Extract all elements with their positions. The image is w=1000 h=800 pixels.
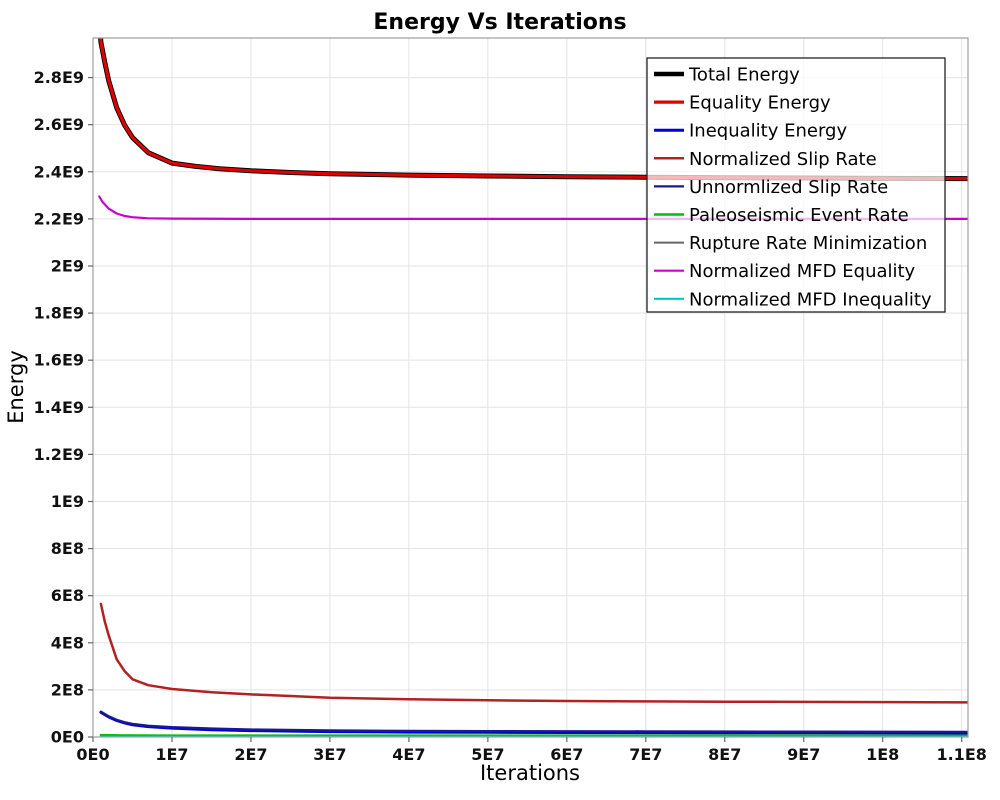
y-tick-label: 1.2E9 [34, 445, 84, 464]
plot-border [92, 37, 969, 738]
series-unnormlized-slip-rate [99, 710, 968, 733]
legend-label-rupture-rate-minimization: Rupture Rate Minimization [689, 233, 927, 254]
legend-label-equality-energy: Equality Energy [689, 93, 831, 114]
x-tick-label: 9E7 [787, 745, 820, 764]
series-normalized-mfd-equality [98, 195, 968, 220]
y-tick-label: 2E9 [51, 256, 84, 275]
y-tick-label: 4E8 [51, 633, 84, 652]
y-tick-label: 8E8 [51, 539, 84, 558]
x-tick-label: 3E7 [313, 745, 346, 764]
legend-label-inequality-energy: Inequality Energy [689, 121, 847, 142]
series-normalized-slip-rate [99, 602, 968, 704]
y-tick-label: 2.6E9 [34, 115, 84, 134]
y-tick-label: 2.4E9 [34, 162, 84, 181]
y-tick-label: 2E8 [51, 680, 84, 699]
x-tick-label: 4E7 [392, 745, 425, 764]
y-tick-label: 1.8E9 [34, 304, 84, 323]
y-tick-label: 1.4E9 [34, 398, 84, 417]
x-tick-label: 1E7 [155, 745, 188, 764]
x-axis-label: Iterations [480, 761, 580, 785]
y-tick-label: 1.6E9 [34, 351, 84, 370]
legend-label-normalized-mfd-inequality: Normalized MFD Inequality [689, 289, 932, 310]
chart-title: Energy Vs Iterations [373, 10, 626, 35]
x-tick-label: 6E7 [550, 745, 583, 764]
x-tick-label: 8E7 [708, 745, 741, 764]
legend-label-normalized-slip-rate: Normalized Slip Rate [689, 149, 877, 170]
y-tick-label: 2.8E9 [34, 68, 84, 87]
legend-label-paleoseismic-event-rate: Paleoseismic Event Rate [689, 205, 909, 226]
x-tick-label: 7E7 [629, 745, 662, 764]
y-tick-label: 6E8 [51, 586, 84, 605]
legend-label-unnormlized-slip-rate: Unnormlized Slip Rate [689, 177, 888, 198]
legend-label-total-energy: Total Energy [688, 65, 800, 86]
x-tick-label: 1E8 [866, 745, 899, 764]
x-tick-label: 5E7 [471, 745, 504, 764]
y-tick-label: 0E0 [51, 728, 84, 747]
legend-label-normalized-mfd-equality: Normalized MFD Equality [689, 261, 916, 282]
axis-ticks: 0E0 1E7 2E7 3E7 4E7 5E7 6E7 7E7 8E7 9E7 1E8 1.1E8 0E… [34, 68, 987, 764]
x-tick-label: 2E7 [234, 745, 267, 764]
x-tick-label: 0E0 [76, 745, 109, 764]
y-axis-label: Energy [4, 350, 28, 424]
y-tick-label: 1E9 [51, 492, 84, 511]
legend-box [646, 57, 946, 313]
legend: Total Energy Equality Energy Inequality En… [646, 57, 946, 313]
x-tick-label: 1.1E8 [936, 745, 986, 764]
y-tick-label: 2.2E9 [34, 209, 84, 228]
